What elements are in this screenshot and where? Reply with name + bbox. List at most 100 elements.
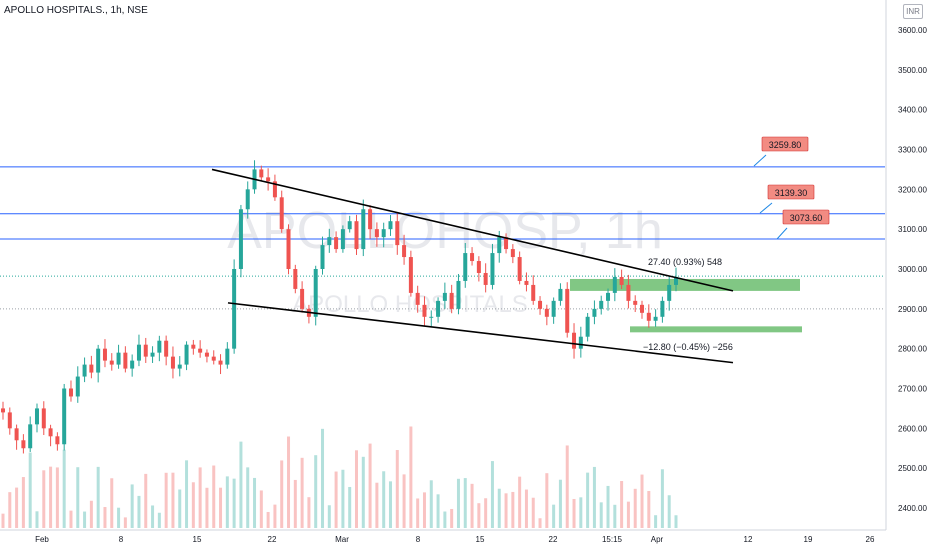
x-tick-label: 8 [119,535,124,544]
volume-bar [565,445,569,528]
candle-body [41,408,46,429]
x-tick-label: 8 [416,535,421,544]
volume-bar [490,461,494,528]
x-tick-label: 26 [866,535,875,544]
candle-body [497,237,502,254]
candle-body [551,300,556,317]
x-tick-label: 15 [193,535,202,544]
candle-body [531,284,536,301]
trendlines[interactable] [211,168,734,364]
candle-body [361,209,366,250]
candle-body [483,272,488,285]
candle-body [490,253,495,285]
candle-body [374,229,379,238]
callout-pointer [776,227,788,240]
candle-body [592,308,597,317]
volume-bar [246,467,250,528]
volume-bar [300,457,304,528]
volume-bar [647,491,651,528]
callout-box [767,184,815,200]
candle-body [75,376,80,397]
candle-body [633,300,638,305]
volume-bar [21,477,25,528]
volume-bar [185,460,189,528]
volume-bar [219,487,223,528]
volume-bar [123,517,127,528]
volume-bar [497,488,501,528]
time-axis[interactable]: Feb 8 15 22 Mar 8 15 22 15:15 Apr 12 19 26 [35,535,875,544]
candle-body [259,169,264,178]
candle-body [327,237,332,246]
volume-bar [443,511,447,528]
volume-bar [212,465,216,528]
candle-body [286,229,291,269]
candle-body [456,280,461,309]
volume-bar [253,477,257,528]
volume-bar [96,466,100,528]
callout-box [782,209,830,225]
candle-body [300,288,305,309]
y-tick-label: 3400.00 [898,106,927,115]
candles[interactable] [1,160,678,454]
volume-bar [436,494,440,528]
candle-body [599,300,604,309]
y-tick-label: 3600.00 [898,26,927,35]
price-callouts[interactable]: 3259.80 3139.30 3073.60 [753,136,830,240]
watermark-name: APOLLO HOSPITALS [292,291,528,318]
candle-body [266,177,271,182]
candle-body [272,181,277,198]
volume-bar [266,511,270,528]
candle-body [313,269,318,317]
candle-body [415,292,420,305]
volume-bar [1,513,5,528]
volume-bar [463,478,467,528]
volume-bar [293,479,297,528]
volume-bar [259,490,263,528]
volume-bar [633,488,637,528]
volume-bars [1,426,678,528]
candle-body [68,388,73,397]
volume-bar [89,500,93,528]
volume-bar [62,449,66,528]
volume-bar [558,479,562,528]
volume-bar [592,466,596,528]
candle-body [177,364,182,369]
volume-bar [456,478,460,528]
y-tick-label: 2500.00 [898,464,927,473]
candle-body [1,408,5,413]
candle-body [164,340,169,357]
candle-body [653,316,658,321]
candle-body [585,316,590,337]
volume-bar [538,518,542,528]
candle-body [184,344,189,365]
volume-bar [42,470,46,528]
volume-bar [273,504,277,528]
candle-body [463,253,468,281]
volume-bar [117,507,121,528]
callout-label: 3259.80 [769,140,802,150]
volume-bar [321,428,325,528]
volume-bar [388,481,392,528]
candle-body [368,209,373,230]
volume-bar [484,498,488,528]
candle-body [646,312,651,321]
volume-bar [361,456,365,528]
candle-body [279,197,284,230]
chart-title: APOLLO HOSPITALS., 1h, NSE [4,5,148,16]
measure-zones[interactable] [570,278,802,333]
y-tick-label: 3500.00 [898,66,927,75]
volume-bar [613,504,617,528]
currency-button[interactable]: INR [903,4,923,19]
volume-bar [354,450,358,528]
volume-bar [28,452,32,528]
volume-bar [375,482,379,528]
candle-body [449,292,454,309]
y-tick-label: 3000.00 [898,265,927,274]
candle-body [102,348,107,361]
candle-body [510,249,515,258]
x-tick-label: 15:15 [602,535,623,544]
watermark: APOLLOHOSP, 1h APOLLO HOSPITALS [227,202,663,318]
candle-body [538,300,543,309]
